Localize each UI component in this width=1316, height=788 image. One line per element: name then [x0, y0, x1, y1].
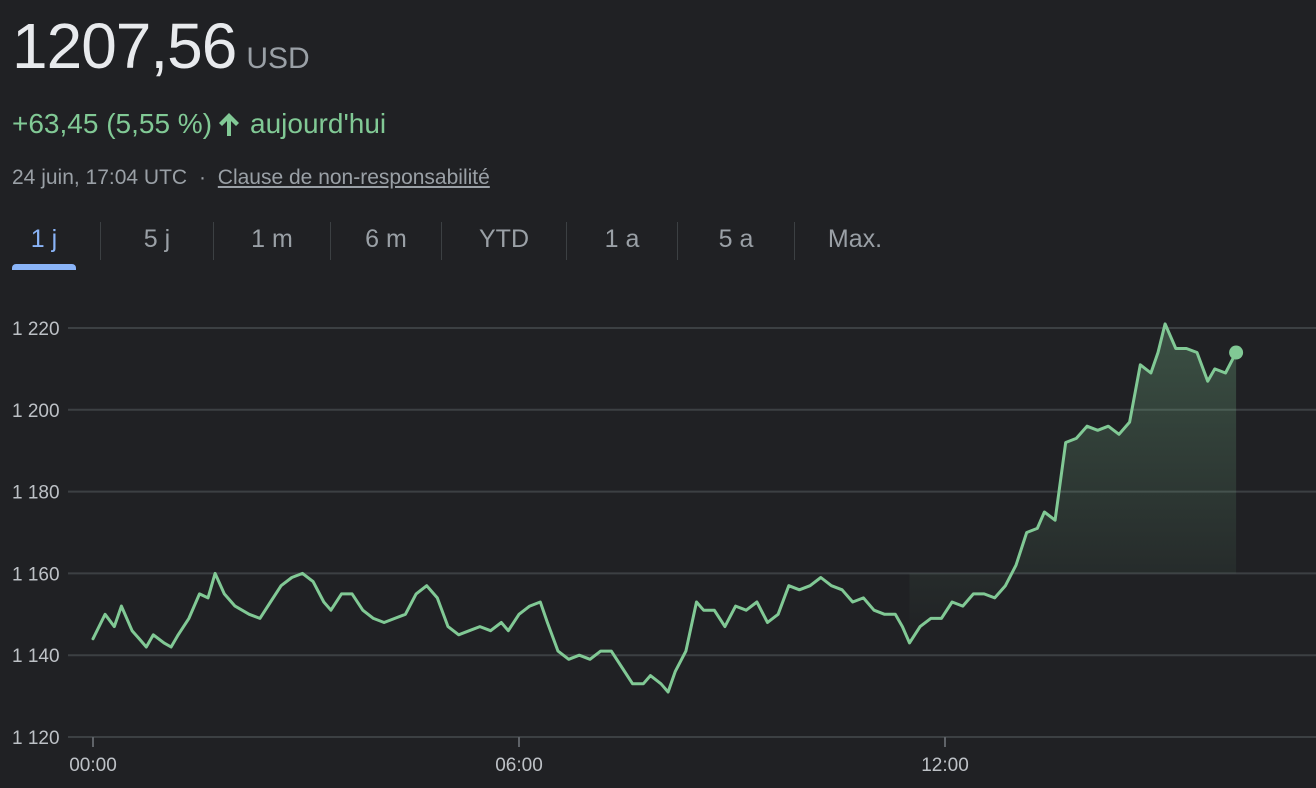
currency-label: USD [246, 42, 310, 75]
price-area-fill [909, 323, 1237, 643]
tab-label: 5 a [718, 225, 754, 253]
tab-label: 1 a [604, 225, 640, 253]
y-tick-label: 1 180 [12, 483, 60, 504]
quote-timestamp: 24 juin, 17:04 UTC [12, 166, 188, 189]
meta-separator: · [198, 166, 206, 189]
tab-5-days[interactable]: 5 j [101, 212, 213, 272]
change-period: aujourd'hui [250, 108, 387, 139]
tab-label: 5 j [143, 225, 171, 253]
tab-label: YTD [479, 225, 529, 253]
y-axis-labels: 1 120 1 140 1 160 1 180 1 200 1 220 [12, 319, 60, 749]
range-tabs: 1 j 5 j 1 m 6 m YTD 1 a 5 a Max. [0, 212, 915, 272]
price-line[interactable] [91, 322, 1238, 694]
tab-divider [566, 222, 567, 260]
disclaimer-link[interactable]: Clause de non-responsabilité [217, 166, 490, 189]
y-tick-label: 1 140 [12, 646, 60, 667]
tab-ytd[interactable]: YTD [442, 212, 566, 272]
tab-label: Max. [827, 225, 883, 253]
y-tick-label: 1 220 [12, 319, 60, 340]
tab-1-day[interactable]: 1 j [0, 212, 88, 272]
tab-divider [441, 222, 442, 260]
tab-divider [794, 222, 795, 260]
x-axis: 00:00 06:00 12:00 [69, 737, 969, 776]
tab-6-months[interactable]: 6 m [331, 212, 441, 272]
tab-divider [677, 222, 678, 260]
tab-divider [100, 222, 101, 260]
x-tick-label: 06:00 [495, 755, 543, 776]
change-row: +63,45 (5,55 %) aujourd'hui [12, 108, 386, 140]
tab-label: 1 j [30, 225, 58, 253]
meta-row: 24 juin, 17:04 UTC · Clause de non-respo… [12, 166, 490, 190]
tab-1-year[interactable]: 1 a [567, 212, 677, 272]
tab-5-years[interactable]: 5 a [678, 212, 794, 272]
x-tick-label: 00:00 [69, 755, 117, 776]
price-row: 1207,56 USD [12, 14, 310, 78]
price-change: +63,45 (5,55 %) [12, 108, 213, 139]
tab-1-month[interactable]: 1 m [214, 212, 330, 272]
y-tick-label: 1 120 [12, 728, 60, 749]
tab-divider [213, 222, 214, 260]
arrow-up-icon [216, 110, 242, 138]
tab-max[interactable]: Max. [795, 212, 915, 272]
y-tick-label: 1 160 [12, 564, 60, 585]
tab-label: 1 m [251, 225, 293, 253]
current-price: 1207,56 [12, 10, 237, 82]
tab-label: 6 m [365, 225, 407, 253]
grid-lines [68, 327, 1316, 738]
current-price-marker[interactable] [1229, 345, 1244, 360]
tab-divider [330, 222, 331, 260]
active-tab-indicator [12, 264, 76, 270]
x-tick-label: 12:00 [921, 755, 969, 776]
y-tick-label: 1 200 [12, 401, 60, 422]
